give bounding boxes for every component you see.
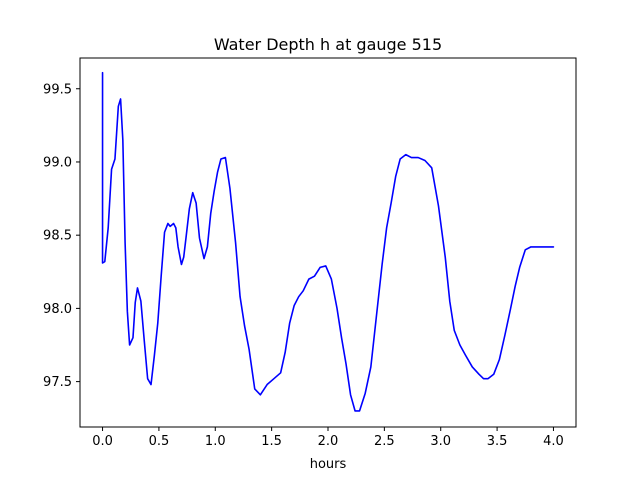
x-axis-label: hours [310,457,347,472]
y-tick-label: 98.5 [43,229,72,244]
x-tick-label: 3.5 [487,434,508,449]
y-tick-label: 99.5 [43,82,72,97]
y-axis: 97.5 98.0 98.5 99.0 99.5 [43,82,80,390]
x-tick-label: 0.5 [149,434,170,449]
series-line-0 [101,71,555,412]
x-tick-label: 2.0 [318,434,339,449]
x-tick-label: 3.0 [430,434,451,449]
y-tick-label: 98.0 [43,302,72,317]
x-tick-label: 0.0 [92,434,113,449]
y-tick-label: 97.5 [43,375,72,390]
y-tick-label: 99.0 [43,155,72,170]
x-tick-label: 1.0 [205,434,226,449]
x-tick-label: 2.5 [374,434,395,449]
x-axis: 0.0 0.5 1.0 1.5 2.0 2.5 3.0 3.5 4.0 [92,427,564,449]
chart-title: Water Depth h at gauge 515 [214,35,442,54]
x-tick-label: 1.5 [261,434,282,449]
x-tick-label: 4.0 [543,434,564,449]
